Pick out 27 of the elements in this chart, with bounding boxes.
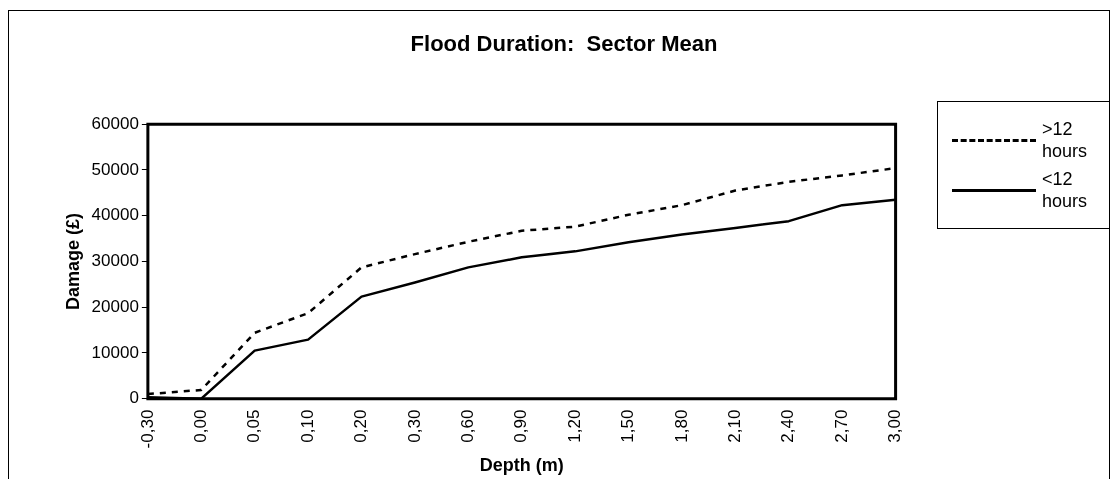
x-tick-label: 1,50 [618,409,638,443]
y-tick-label: 50000 [91,159,139,179]
y-tick-label: 60000 [91,113,139,133]
x-tick-label: 0,90 [511,409,531,443]
legend-label: <12 hours [1042,168,1089,212]
legend-label: >12 hours [1042,118,1089,162]
x-tick-label: 0,30 [404,409,424,443]
y-tick-label: 30000 [91,251,139,271]
x-tick-label: 0,00 [190,409,210,443]
x-tick-label: 0,10 [297,409,317,443]
x-tick-label: 1,80 [671,409,691,443]
y-axis-title: Damage (£) [62,212,83,310]
x-tick-label: 2,70 [831,409,851,443]
x-tick-label: 1,20 [564,409,584,443]
x-tick-label: 0,05 [244,409,264,443]
y-tick-label: 40000 [91,205,139,225]
x-tick-label: 2,40 [778,409,798,443]
x-tick-label: 0,20 [351,409,371,443]
y-tick-label: 0 [129,388,139,408]
y-tick-label: 10000 [91,342,139,362]
x-tick-label: 3,00 [885,409,905,443]
x-tick-label: 0,60 [458,409,478,443]
x-tick-label: 2,10 [725,409,745,443]
y-tick-label: 20000 [91,296,139,316]
x-tick-label: -0,30 [137,409,157,449]
chart-title: Flood Duration: Sector Mean [409,31,719,57]
x-axis-title: Depth (m) [479,455,564,476]
